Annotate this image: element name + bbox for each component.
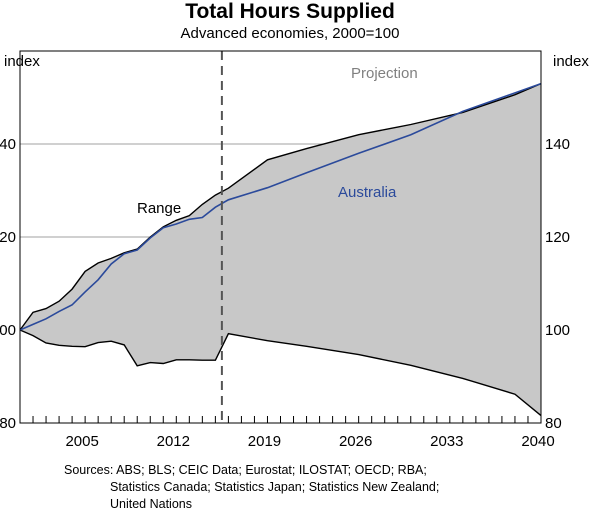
x-tick-label: 2005 [65, 433, 98, 450]
chart-subtitle: Advanced economies, 2000=100 [180, 25, 400, 42]
sources-line: Statistics Canada; Statistics Japan; Sta… [110, 480, 440, 494]
x-tick-label: 2026 [339, 433, 372, 450]
y-tick-label-left: 120 [0, 229, 16, 246]
x-tick-label: 2040 [521, 433, 554, 450]
chart-title: Total Hours Supplied [185, 0, 395, 23]
sources-note: Sources: ABS; BLS; CEIC Data; Eurostat; … [64, 462, 439, 513]
y-tick-label-right: 120 [545, 229, 570, 246]
y-tick-label-right: 140 [545, 136, 570, 153]
projection-label: Projection [351, 65, 418, 82]
australia-label: Australia [338, 184, 397, 201]
y-axis-label-right: index [553, 53, 589, 70]
range-upper-line [19, 82, 542, 331]
y-tick-label-left: 80 [0, 415, 16, 432]
x-tick-label: 2033 [430, 433, 463, 450]
sources-line: United Nations [110, 497, 192, 511]
y-tick-label-left: 100 [0, 322, 16, 339]
y-tick-label-right: 80 [545, 415, 562, 432]
sources-line: Sources: ABS; BLS; CEIC Data; Eurostat; … [64, 463, 427, 477]
range-label: Range [137, 200, 181, 217]
range-area [20, 83, 541, 416]
y-tick-label-right: 100 [545, 322, 570, 339]
y-tick-label-left: 140 [0, 136, 16, 153]
australia-line [19, 82, 542, 331]
x-tick-label: 2019 [248, 433, 281, 450]
x-tick-label: 2012 [157, 433, 190, 450]
y-axis-label-left: index [4, 53, 40, 70]
range-lower-line [19, 329, 542, 417]
